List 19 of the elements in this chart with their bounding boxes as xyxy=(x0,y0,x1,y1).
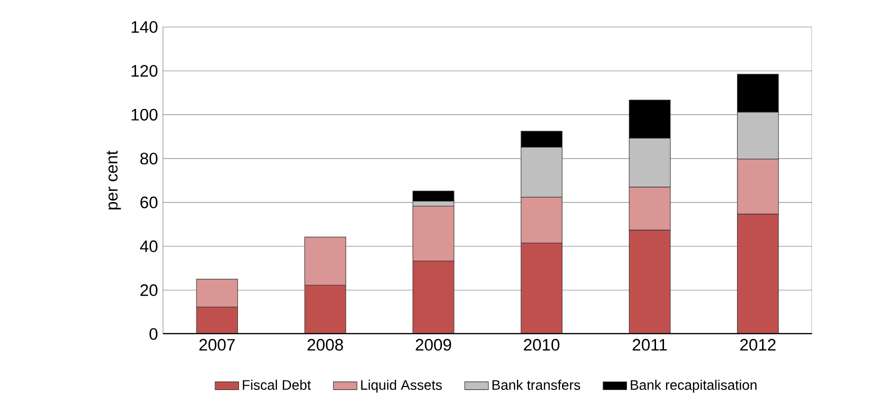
legend-label: Liquid Assets xyxy=(361,380,442,393)
x-tick-label: 2007 xyxy=(199,338,235,351)
x-tick-label: 2010 xyxy=(524,338,560,351)
y-tick-label: 20 xyxy=(140,284,158,296)
x-tick-label: 2011 xyxy=(632,338,667,351)
y-tick-label: 140 xyxy=(132,21,158,33)
x-tick-label: 2012 xyxy=(740,338,776,351)
legend-label: Bank recapitalisation xyxy=(630,380,756,393)
legend-label: Bank transfers xyxy=(492,380,580,390)
y-tick-label: 120 xyxy=(132,64,158,77)
y-tick-label: 60 xyxy=(140,196,158,208)
y-tick-label: 0 xyxy=(150,328,158,340)
y-tick-label: 100 xyxy=(132,108,158,121)
y-tick-label: 40 xyxy=(140,240,158,252)
legend-label: Fiscal Debt xyxy=(242,380,311,390)
y-tick-label: 80 xyxy=(140,152,158,164)
x-tick-label: 2009 xyxy=(416,338,452,351)
x-tick-label: 2008 xyxy=(308,338,343,351)
y-axis-title: per cent xyxy=(106,150,121,210)
